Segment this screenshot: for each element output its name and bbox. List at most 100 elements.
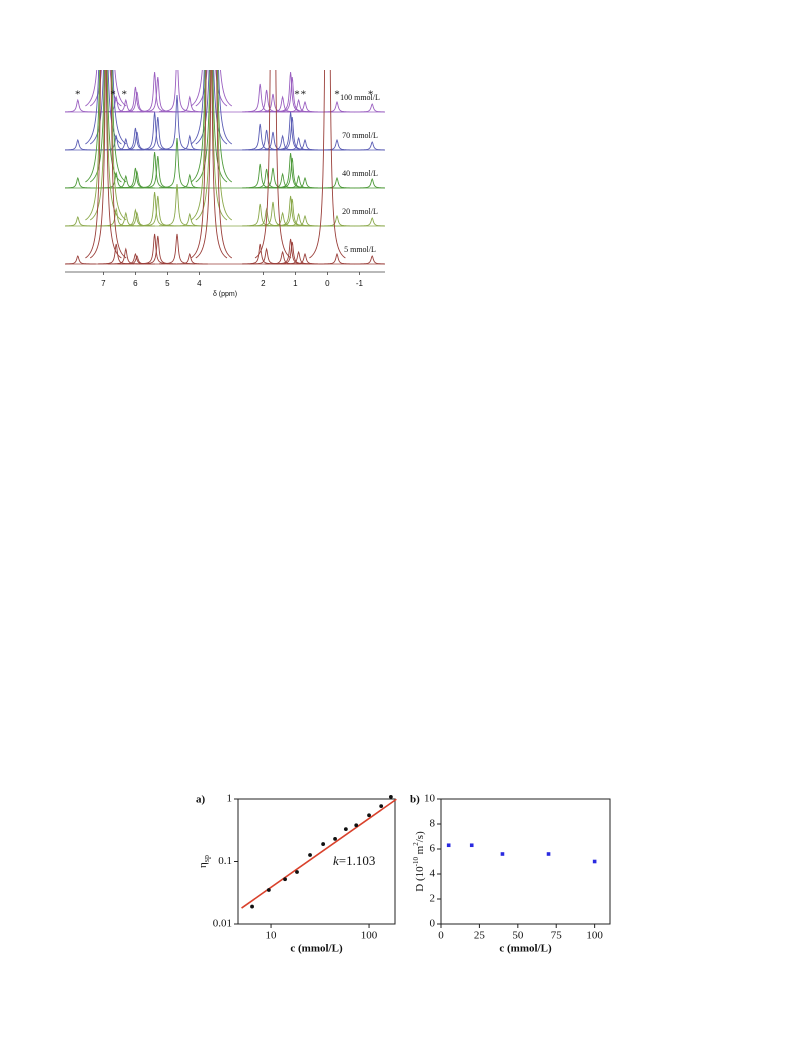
x-tick-label: 75 <box>551 930 563 942</box>
peak-marker: * <box>75 89 81 101</box>
peak <box>242 83 279 113</box>
peak <box>65 176 96 189</box>
x-tick-label: 5 <box>165 279 170 288</box>
spectra <box>65 70 385 265</box>
peak <box>85 70 122 145</box>
x-tick-label: 7 <box>101 279 106 288</box>
peak <box>65 255 96 265</box>
x-tick-label: 2 <box>261 279 266 288</box>
point <box>592 859 597 864</box>
x-tick-label: 0 <box>325 279 330 288</box>
point <box>308 853 312 857</box>
x-axis-label: δ (ppm) <box>213 291 237 298</box>
x-tick-label: 6 <box>133 279 138 288</box>
y-tick-label: 0 <box>430 918 436 930</box>
peak <box>319 138 355 151</box>
peak <box>354 103 385 113</box>
peak <box>89 70 127 183</box>
point <box>469 843 474 848</box>
peak <box>119 170 155 189</box>
point <box>546 852 551 856</box>
point <box>354 823 359 828</box>
peak <box>158 70 196 113</box>
point <box>295 870 299 874</box>
x-tick-label: 50 <box>512 930 524 942</box>
x-tick-label: -1 <box>356 279 364 288</box>
peak <box>319 176 355 189</box>
peak <box>254 70 292 259</box>
peak <box>287 176 323 189</box>
peak <box>65 98 96 113</box>
peak <box>118 91 156 113</box>
y-axis-label-part: -10 <box>412 857 420 867</box>
x-tick-label: 25 <box>474 930 486 942</box>
peak <box>158 137 196 189</box>
point <box>266 888 271 892</box>
peak <box>117 167 154 189</box>
y-axis-label-part: sp <box>202 855 211 862</box>
annotation: k=1.103 <box>333 853 375 868</box>
peak <box>171 252 208 265</box>
peak <box>139 76 176 113</box>
peak <box>158 183 196 227</box>
peak <box>190 70 228 221</box>
y-tick-label: 4 <box>430 868 436 880</box>
x-tick-label: 4 <box>197 279 202 288</box>
point <box>333 836 337 841</box>
x-tick-label: 10 <box>266 930 278 942</box>
peak <box>65 215 96 227</box>
x-tick-label: 100 <box>361 930 378 942</box>
point <box>379 804 384 808</box>
peak <box>242 243 279 265</box>
peak-marker: * <box>121 89 127 101</box>
panel-label: b) <box>410 794 420 806</box>
peak <box>139 116 176 151</box>
x-tick-label: 0 <box>438 930 444 942</box>
peak <box>190 70 228 107</box>
y-tick-label: 10 <box>424 793 436 805</box>
peak <box>139 155 176 189</box>
point <box>446 843 451 848</box>
peak <box>242 163 279 189</box>
peak <box>287 138 323 151</box>
peak <box>309 70 346 259</box>
peak <box>190 70 228 259</box>
trace-label: 5 mmol/L <box>344 245 376 254</box>
y-tick-label: 8 <box>430 818 436 830</box>
peak <box>195 70 233 221</box>
y-tick-label: 0.1 <box>218 855 232 867</box>
peak <box>89 70 127 221</box>
peak-marker: * <box>110 89 116 101</box>
peak <box>89 70 127 259</box>
peak <box>117 127 154 151</box>
point <box>321 842 326 846</box>
peak <box>139 235 176 265</box>
peak <box>354 177 385 189</box>
peak <box>119 255 155 265</box>
peak <box>242 203 279 227</box>
peak <box>190 70 228 145</box>
peak <box>195 70 233 259</box>
peak <box>65 138 96 151</box>
trace-label: 70 mmol/L <box>342 131 378 140</box>
y-tick-label: 1 <box>227 793 233 805</box>
peak-marker: * <box>294 89 300 101</box>
peak-marker: * <box>301 89 307 101</box>
peak <box>354 141 385 151</box>
peak <box>354 255 385 265</box>
y-axis-label-part: /s) <box>414 831 426 842</box>
y-axis-label-part: m <box>414 845 426 857</box>
annotation-symbol: k <box>333 853 339 868</box>
peak <box>139 195 176 227</box>
peak <box>242 123 279 151</box>
point <box>500 852 505 856</box>
point <box>388 795 393 799</box>
peak <box>195 70 233 145</box>
point <box>343 827 348 831</box>
peak <box>248 129 285 151</box>
peak <box>319 214 355 227</box>
y-tick-label: 2 <box>430 893 436 905</box>
peak-marker: * <box>334 89 340 101</box>
annotation-value: =1.103 <box>339 853 376 868</box>
y-axis-label-part: D (10 <box>414 866 426 892</box>
